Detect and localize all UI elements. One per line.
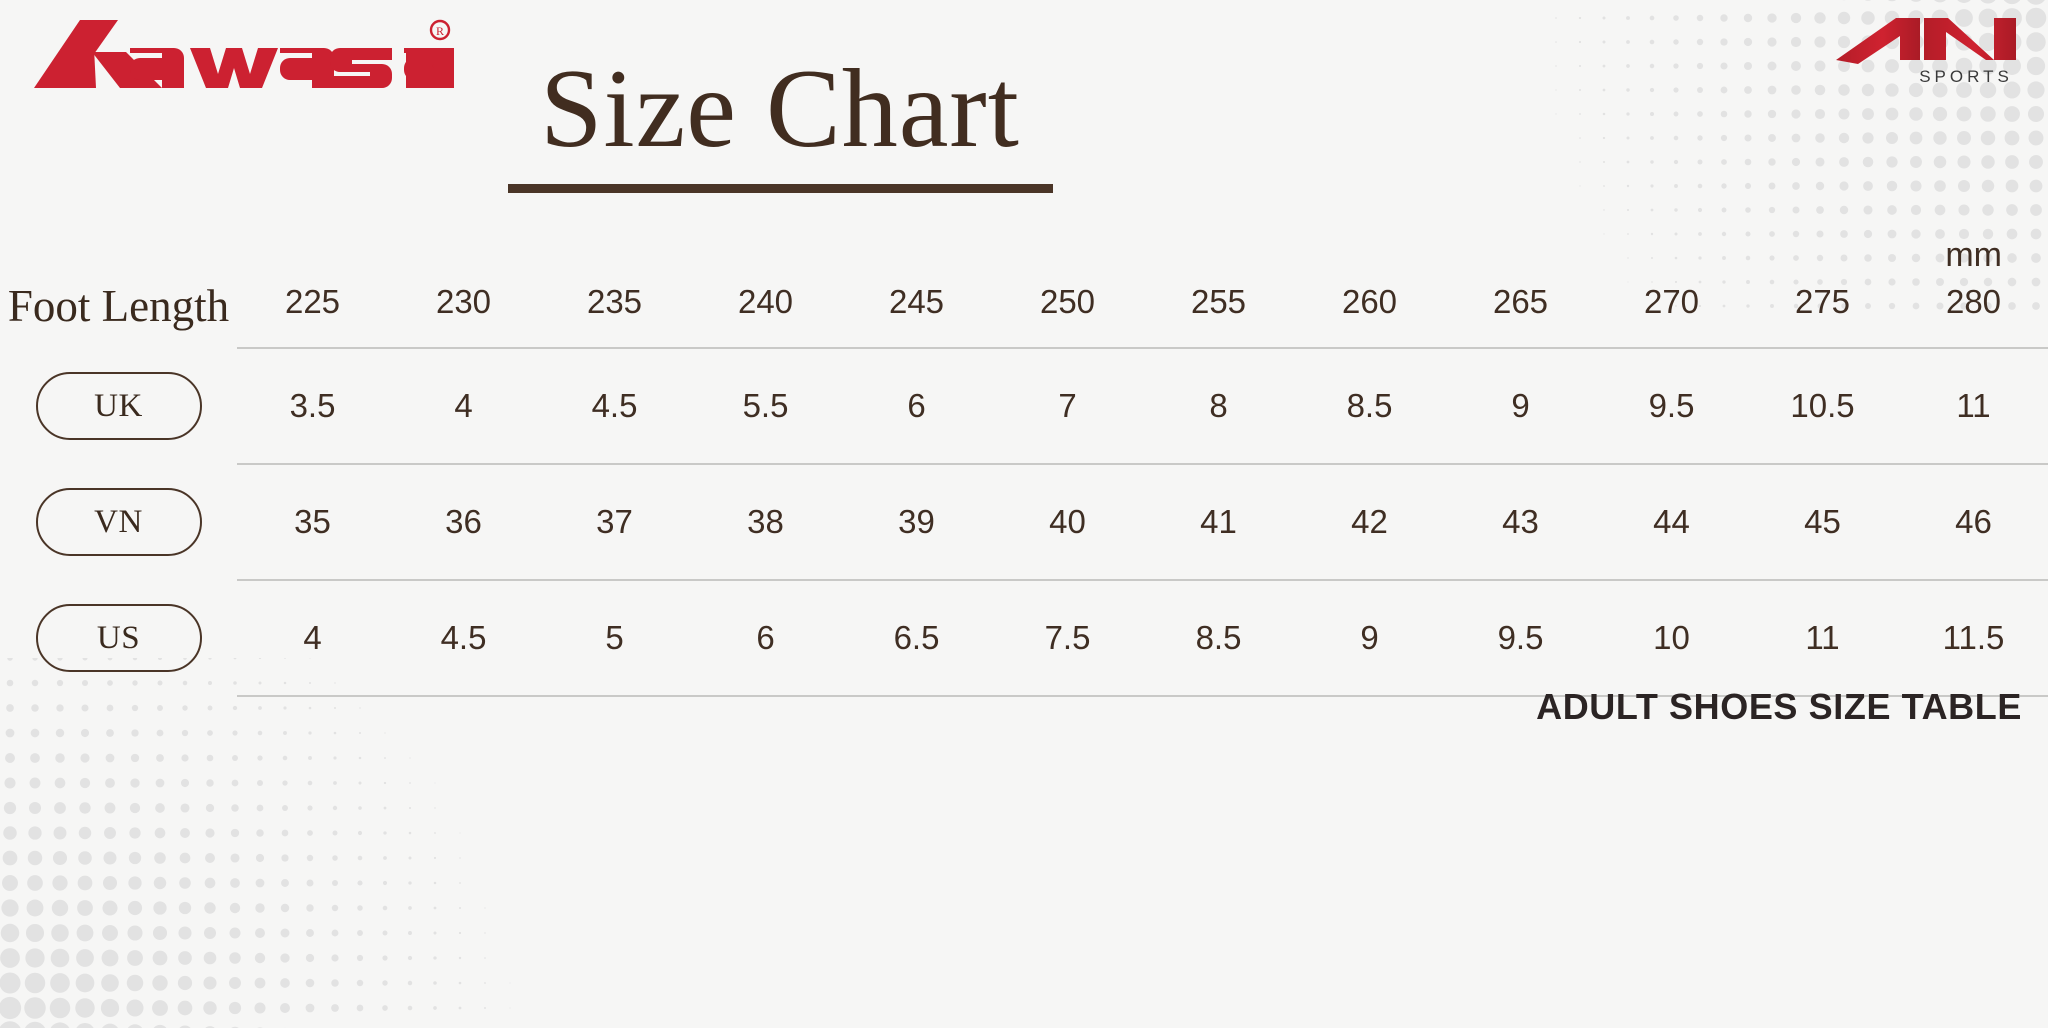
column-header-250: 250 xyxy=(1039,283,1096,321)
cell-uk-260: 8.5 xyxy=(1294,347,1445,465)
cell-us-250: 7.5 xyxy=(992,579,1143,698)
row-label-pill-vn: VN xyxy=(35,488,202,557)
cell-us-240: 6 xyxy=(690,579,841,698)
column-header-230: 230 xyxy=(435,283,492,321)
cell-vn-280: 46 xyxy=(1898,463,2048,581)
cell-vn-225: 35 xyxy=(237,463,388,581)
foot-length-text: Foot Length xyxy=(7,281,230,331)
cell-us-265: 9.5 xyxy=(1445,579,1596,698)
table-row: VN 35 36 37 38 39 40 41 42 43 44 45 46 xyxy=(0,463,2048,581)
size-table: Foot Length 225 230 235 240 245 250 255 260 265 2… xyxy=(0,281,2048,698)
cell-vn-230: 36 xyxy=(388,463,539,581)
column-header-235: 235 xyxy=(586,283,643,321)
table-header-row: Foot Length 225 230 235 240 245 250 255 260 265 2… xyxy=(0,281,2048,348)
row-label-pill-us: US xyxy=(35,604,202,673)
cell-uk-250: 7 xyxy=(992,347,1143,465)
cell-vn-270: 44 xyxy=(1596,463,1747,581)
column-header-260: 260 xyxy=(1341,283,1398,321)
m-sports-label: SPORTS xyxy=(1919,67,2013,86)
footer-caption: ADULT SHOES SIZE TABLE xyxy=(1536,686,2022,727)
column-header-245: 245 xyxy=(888,283,945,321)
column-header-270: 270 xyxy=(1643,283,1700,321)
cell-us-280: 11.5 xyxy=(1898,579,2048,698)
cell-uk-235: 4.5 xyxy=(539,347,690,465)
cell-vn-260: 42 xyxy=(1294,463,1445,581)
cell-uk-265: 9 xyxy=(1445,347,1596,465)
cell-us-225: 4 xyxy=(237,579,388,698)
column-header-280: 280 xyxy=(1945,283,2002,321)
table-head: Foot Length 225 230 235 240 245 250 255 260 265 2… xyxy=(0,281,2048,348)
title-underline xyxy=(507,184,1053,194)
cell-vn-240: 38 xyxy=(690,463,841,581)
cell-us-230: 4.5 xyxy=(388,579,539,698)
row-label-cell: US xyxy=(0,580,237,696)
title-block: Size Chart xyxy=(0,47,1560,194)
column-header-240: 240 xyxy=(737,283,794,321)
cell-us-245: 6.5 xyxy=(841,579,992,698)
row-label-cell: UK xyxy=(0,348,237,464)
row-label-pill-uk: UK xyxy=(35,372,202,441)
cell-uk-225: 3.5 xyxy=(237,347,388,465)
cell-vn-235: 37 xyxy=(539,463,690,581)
column-header-255: 255 xyxy=(1190,283,1247,321)
table-row: UK 3.5 4 4.5 5.5 6 7 8 8.5 9 9.5 10.5 11 xyxy=(0,347,2048,465)
cell-vn-275: 45 xyxy=(1747,463,1898,581)
registered-mark: R xyxy=(436,24,444,38)
halftone-dots-icon xyxy=(0,658,520,1028)
cell-us-260: 9 xyxy=(1294,579,1445,698)
cell-uk-240: 5.5 xyxy=(690,347,841,465)
cell-us-270: 10 xyxy=(1596,579,1747,698)
page-title: Size Chart xyxy=(540,47,1020,171)
cell-uk-280: 11 xyxy=(1898,347,2048,465)
unit-label: mm xyxy=(1945,236,2002,274)
cell-vn-255: 41 xyxy=(1143,463,1294,581)
cell-uk-275: 10.5 xyxy=(1747,347,1898,465)
cell-uk-255: 8 xyxy=(1143,347,1294,465)
column-header-275: 275 xyxy=(1794,283,1851,321)
foot-length-label: Foot Length xyxy=(0,281,237,348)
cell-vn-245: 39 xyxy=(841,463,992,581)
cell-uk-230: 4 xyxy=(388,347,539,465)
cell-uk-270: 9.5 xyxy=(1596,347,1747,465)
cell-us-255: 8.5 xyxy=(1143,579,1294,698)
row-label-cell: VN xyxy=(0,464,237,580)
column-header-265: 265 xyxy=(1492,283,1549,321)
table-row: US 4 4.5 5 6 6.5 7.5 8.5 9 9.5 10 11 11.5 xyxy=(0,579,2048,698)
cell-us-275: 11 xyxy=(1747,579,1898,698)
kawasaki-logo-icon: R xyxy=(34,18,454,90)
table-body: UK 3.5 4 4.5 5.5 6 7 8 8.5 9 9.5 10.5 11 VN 35 36 37 38 39… xyxy=(0,347,2048,698)
m-sports-logo-icon: SPORTS xyxy=(1834,14,2024,88)
column-header-225: 225 xyxy=(284,283,341,321)
cell-uk-245: 6 xyxy=(841,347,992,465)
cell-vn-265: 43 xyxy=(1445,463,1596,581)
cell-us-235: 5 xyxy=(539,579,690,698)
cell-vn-250: 40 xyxy=(992,463,1143,581)
